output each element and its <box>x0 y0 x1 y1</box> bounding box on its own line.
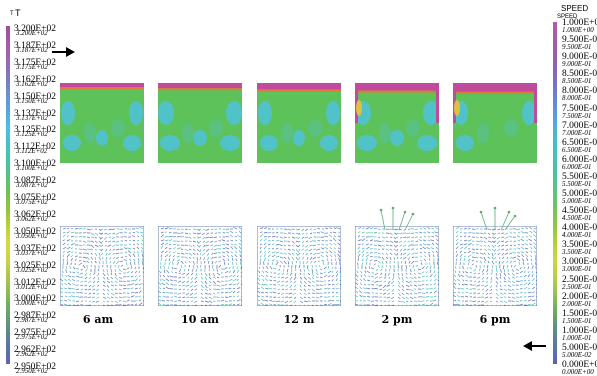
temperature-panel <box>453 83 537 163</box>
speed-tick-shadow: 3.500E-01 <box>562 249 591 256</box>
speed-tick-label: 5.000E-02 <box>562 343 597 353</box>
speed-legend-title: SPEED <box>561 4 588 13</box>
speed-tick-shadow: 7.500E-01 <box>562 113 591 120</box>
plume-vectors <box>453 206 537 230</box>
temperature-tick-label: 3.125E+02 <box>14 125 56 135</box>
speed-tick-shadow: 1.000E-01 <box>562 335 591 342</box>
speed-tick-shadow: 3.000E-01 <box>562 266 591 273</box>
right-arrow-icon <box>52 46 76 58</box>
temperature-panel <box>60 83 144 163</box>
speed-tick-shadow: 1.500E-01 <box>562 318 591 325</box>
temperature-tick-label: 3.062E+02 <box>14 210 56 220</box>
speed-tick-shadow: 4.500E-01 <box>562 215 591 222</box>
temperature-tick-label: 3.150E+02 <box>14 92 56 102</box>
speed-tick-label: 8.000E-01 <box>562 86 597 96</box>
temperature-tick-label: 3.100E+02 <box>14 159 56 169</box>
time-caption: 2 pm <box>355 313 439 326</box>
speed-tick-label: 4.500E-01 <box>562 206 597 216</box>
temperature-tick-label: 3.087E+02 <box>14 176 56 186</box>
temperature-tick-label: 2.987E+02 <box>14 311 56 321</box>
temperature-panel <box>257 83 341 163</box>
temperature-panel <box>158 83 242 163</box>
speed-tick-shadow: 4.000E-01 <box>562 232 591 239</box>
speed-tick-label: 6.000E-01 <box>562 155 597 165</box>
velocity-panel <box>158 226 242 306</box>
speed-tick-label: 7.500E-01 <box>562 104 597 114</box>
speed-tick-label: 6.500E-01 <box>562 138 597 148</box>
speed-tick-label: 1.500E-01 <box>562 309 597 319</box>
temperature-legend-title-small: T <box>10 11 14 17</box>
speed-tick-shadow: 8.000E-01 <box>562 95 591 102</box>
speed-tick-label: 1.000E+00 <box>562 18 597 28</box>
speed-tick-shadow: 7.000E-01 <box>562 130 591 137</box>
speed-tick-label: 2.000E-01 <box>562 292 597 302</box>
speed-tick-label: 7.000E-01 <box>562 121 597 131</box>
speed-tick-shadow: 9.000E-01 <box>562 61 591 68</box>
time-caption: 6 pm <box>453 313 537 326</box>
velocity-panel <box>355 226 439 306</box>
temperature-legend-title: T <box>15 8 21 18</box>
speed-tick-label: 4.000E-01 <box>562 223 597 233</box>
time-caption: 10 am <box>158 313 242 326</box>
speed-tick-label: 5.000E-01 <box>562 189 597 199</box>
speed-tick-shadow: 2.000E-01 <box>562 301 591 308</box>
speed-tick-shadow: 9.500E-01 <box>562 44 591 51</box>
speed-tick-shadow: 8.500E-01 <box>562 78 591 85</box>
speed-tick-label: 3.000E-01 <box>562 257 597 267</box>
speed-tick-label: 9.500E-01 <box>562 35 597 45</box>
temperature-tick-label: 3.025E+02 <box>14 261 56 271</box>
speed-tick-label: 0.000E+00 <box>562 360 597 370</box>
speed-tick-shadow: 1.000E+00 <box>562 27 594 34</box>
temperature-colorbar <box>6 26 10 364</box>
temperature-tick-label: 3.200E+02 <box>14 24 56 34</box>
velocity-panel <box>257 226 341 306</box>
temperature-tick-label: 2.975E+02 <box>14 328 56 338</box>
temperature-tick-label: 3.012E+02 <box>14 278 56 288</box>
temperature-tick-label: 3.000E+02 <box>14 294 56 304</box>
temperature-tick-label: 3.050E+02 <box>14 227 56 237</box>
temperature-panel <box>355 83 439 163</box>
speed-tick-label: 3.500E-01 <box>562 240 597 250</box>
time-caption: 12 m <box>257 313 341 326</box>
temperature-tick-label: 2.962E+02 <box>14 345 56 355</box>
plume-vectors <box>355 206 439 230</box>
speed-tick-label: 8.500E-01 <box>562 69 597 79</box>
speed-tick-shadow: 6.500E-01 <box>562 147 591 154</box>
speed-tick-shadow: 2.500E-01 <box>562 284 591 291</box>
temperature-tick-label: 3.075E+02 <box>14 193 56 203</box>
velocity-panel <box>60 226 144 306</box>
speed-tick-label: 2.500E-01 <box>562 275 597 285</box>
speed-tick-shadow: 0.000E+00 <box>562 369 594 376</box>
velocity-panel <box>453 226 537 306</box>
speed-colorbar <box>553 22 557 364</box>
temperature-tick-label: 3.112E+02 <box>14 142 56 152</box>
speed-tick-shadow: 5.500E-01 <box>562 181 591 188</box>
time-caption: 6 am <box>56 313 140 326</box>
speed-tick-label: 9.000E-01 <box>562 52 597 62</box>
temperature-tick-label: 3.037E+02 <box>14 244 56 254</box>
temperature-tick-label: 3.137E+02 <box>14 109 56 119</box>
temperature-tick-label: 3.162E+02 <box>14 75 56 85</box>
speed-tick-label: 1.000E-01 <box>562 326 597 336</box>
speed-tick-shadow: 5.000E-02 <box>562 352 591 359</box>
speed-tick-label: 5.500E-01 <box>562 172 597 182</box>
left-arrow-icon <box>522 340 546 352</box>
temperature-tick-label: 3.187E+02 <box>14 41 56 51</box>
speed-tick-shadow: 6.000E-01 <box>562 164 591 171</box>
temperature-tick-label: 3.175E+02 <box>14 58 56 68</box>
speed-tick-shadow: 5.000E-01 <box>562 198 591 205</box>
temperature-tick-label: 2.950E+02 <box>14 362 56 372</box>
